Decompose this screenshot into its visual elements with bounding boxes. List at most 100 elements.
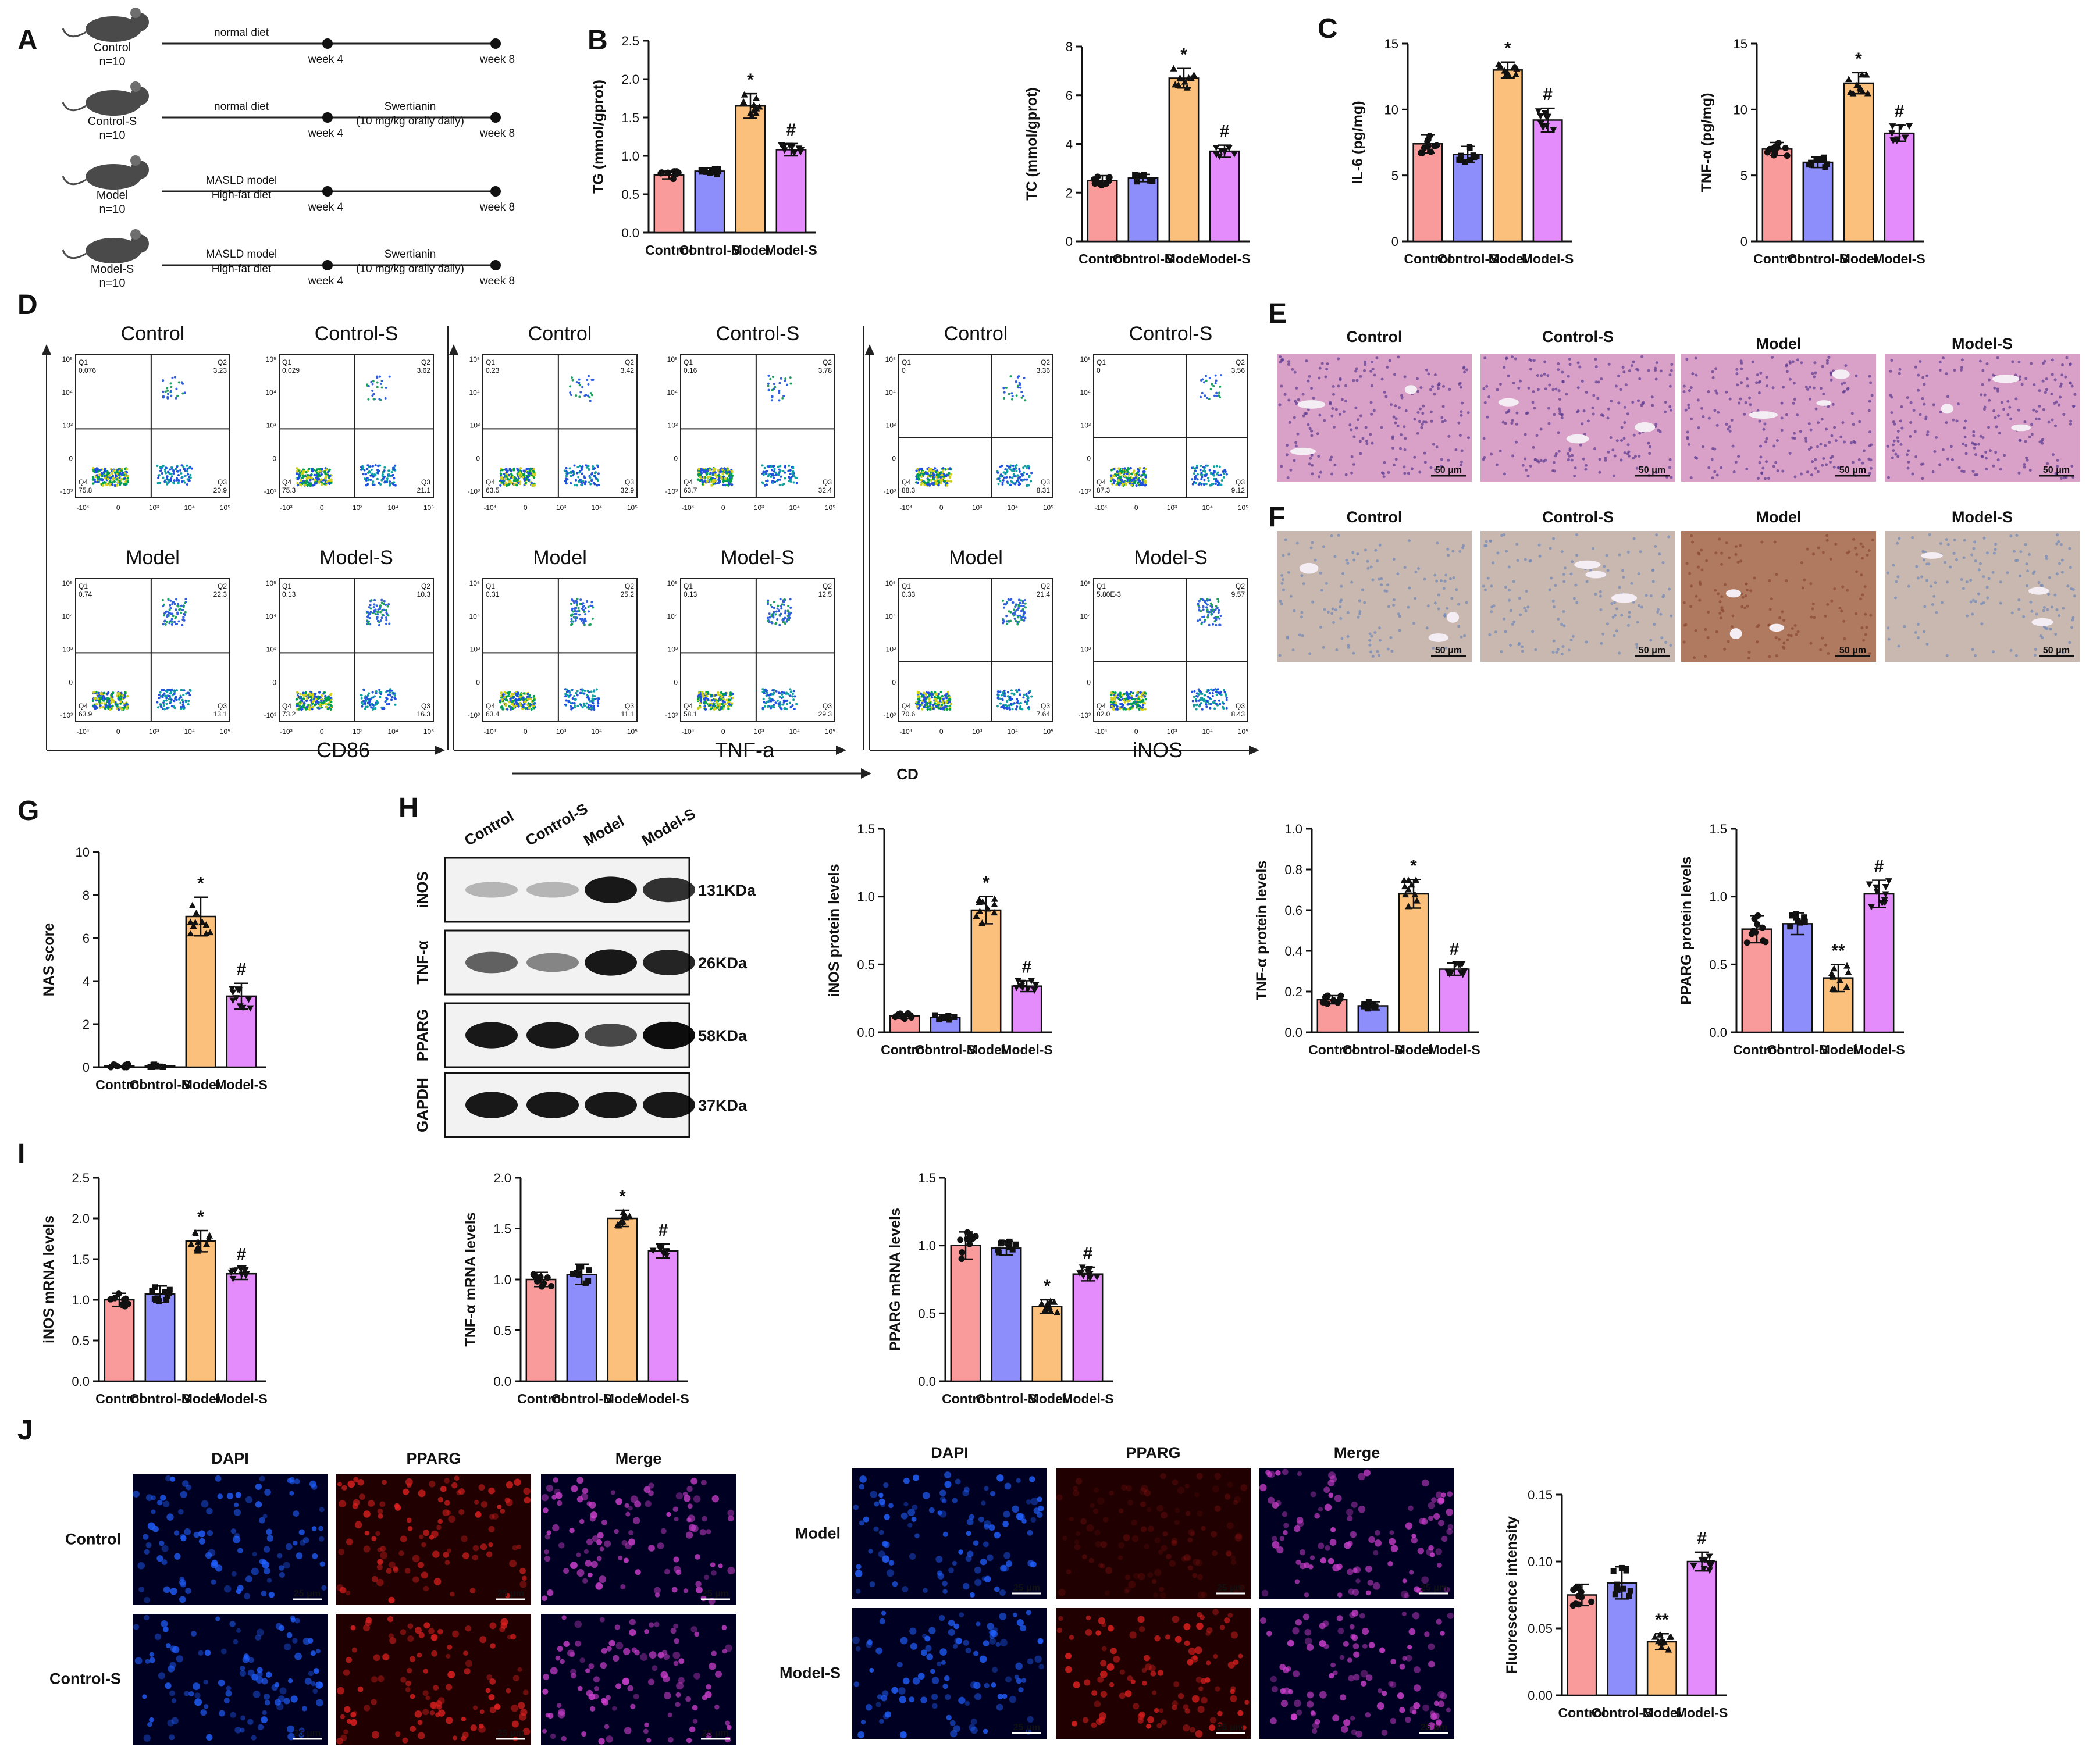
event-dot [126, 703, 129, 706]
event-dot [112, 700, 115, 704]
event-dot [374, 703, 377, 706]
event-dot [170, 688, 173, 691]
x-tick-label: Control [942, 1391, 990, 1406]
event-dot [723, 692, 726, 696]
data-point [702, 167, 708, 174]
event-dot [101, 484, 105, 487]
event-dot [369, 465, 372, 468]
x-tick-label: Model [1839, 251, 1878, 266]
y-axis-title: PPARG protein levels [1678, 856, 1695, 1004]
data-point [1405, 886, 1412, 893]
data-point [114, 1063, 121, 1070]
event-dot [379, 382, 382, 385]
data-point [957, 1236, 964, 1243]
x-tick-label: 10⁴ [387, 728, 398, 736]
event-dot [939, 707, 942, 710]
event-dot [108, 484, 112, 487]
event-dot [175, 598, 177, 601]
event-dot [380, 386, 383, 389]
data-point [586, 1267, 592, 1274]
quadrant-value: 73.2 [282, 710, 296, 718]
event-dot [781, 696, 784, 698]
event-dot [173, 700, 176, 703]
y-tick-label: 5 [1740, 169, 1747, 183]
event-dot [569, 385, 572, 388]
week8-label: week 8 [479, 275, 515, 287]
event-dot [1124, 475, 1127, 478]
flow-plot-title: Control-S [716, 323, 800, 345]
event-dot [1140, 693, 1143, 696]
event-dot [380, 380, 383, 383]
event-dot [168, 480, 171, 483]
event-dot [998, 477, 1001, 480]
event-dot [184, 598, 187, 601]
event-dot [157, 706, 160, 709]
event-dot [179, 607, 182, 610]
event-dot [930, 693, 932, 696]
event-dot [326, 470, 330, 474]
event-dot [164, 390, 167, 393]
quadrant-name: Q3 [823, 702, 832, 710]
event-dot [501, 708, 504, 711]
quadrant-value: 88.3 [902, 486, 916, 494]
event-dot [161, 598, 164, 601]
event-dot [1215, 465, 1218, 468]
event-dot [101, 475, 104, 477]
event-dot [329, 474, 332, 477]
event-dot [383, 600, 386, 603]
data-point [1337, 992, 1344, 999]
data-point [187, 1240, 195, 1247]
data-point [795, 145, 803, 152]
event-dot [393, 477, 396, 480]
event-dot [115, 694, 119, 697]
event-dot [928, 701, 932, 704]
data-point [190, 922, 197, 929]
event-dot [731, 483, 734, 486]
event-dot [727, 707, 730, 711]
data-point [235, 987, 243, 994]
event-dot [1017, 375, 1020, 378]
event-dot [367, 398, 370, 401]
event-dot [585, 694, 588, 697]
x-tick-label: Model-S [1853, 1042, 1905, 1057]
event-dot [1217, 611, 1220, 614]
event-dot [697, 467, 700, 470]
event-dot [95, 470, 98, 473]
event-dot [361, 705, 364, 708]
y-tick-label: 2.0 [72, 1211, 90, 1226]
event-dot [122, 696, 126, 699]
event-dot [576, 690, 579, 693]
event-dot [701, 692, 704, 696]
x-tick-label: 10⁵ [825, 504, 835, 512]
event-dot [508, 701, 511, 704]
y-axis-title: Fluorescence intensity [1504, 1516, 1520, 1674]
event-dot [784, 609, 787, 612]
event-dot [158, 482, 161, 484]
event-dot [795, 482, 798, 484]
event-dot [320, 483, 323, 486]
data-point [1053, 1309, 1061, 1316]
event-dot [159, 691, 162, 694]
data-point [1802, 918, 1808, 924]
event-dot [166, 615, 169, 618]
x-tick-label: -10³ [1094, 728, 1106, 736]
event-dot [183, 614, 186, 616]
treatment-label: Swertianin [385, 101, 436, 113]
data-point [1216, 153, 1223, 160]
event-dot [1205, 705, 1208, 708]
data-point [740, 98, 748, 105]
event-dot [296, 470, 298, 473]
event-dot [1010, 689, 1013, 692]
event-dot [1028, 475, 1031, 477]
event-dot [791, 704, 794, 707]
event-dot [329, 478, 332, 482]
data-point [1706, 1553, 1713, 1560]
event-dot [578, 613, 581, 616]
timepoint-week8 [490, 112, 501, 123]
data-point [162, 1289, 168, 1295]
y-tick-label: 0.15 [1528, 1488, 1553, 1502]
mouse-ear-icon [130, 81, 141, 92]
event-dot [374, 612, 377, 615]
